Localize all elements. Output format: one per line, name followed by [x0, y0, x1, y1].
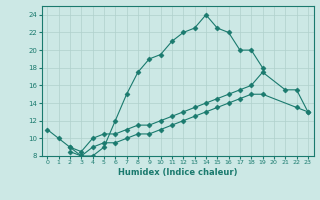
X-axis label: Humidex (Indice chaleur): Humidex (Indice chaleur)	[118, 168, 237, 177]
